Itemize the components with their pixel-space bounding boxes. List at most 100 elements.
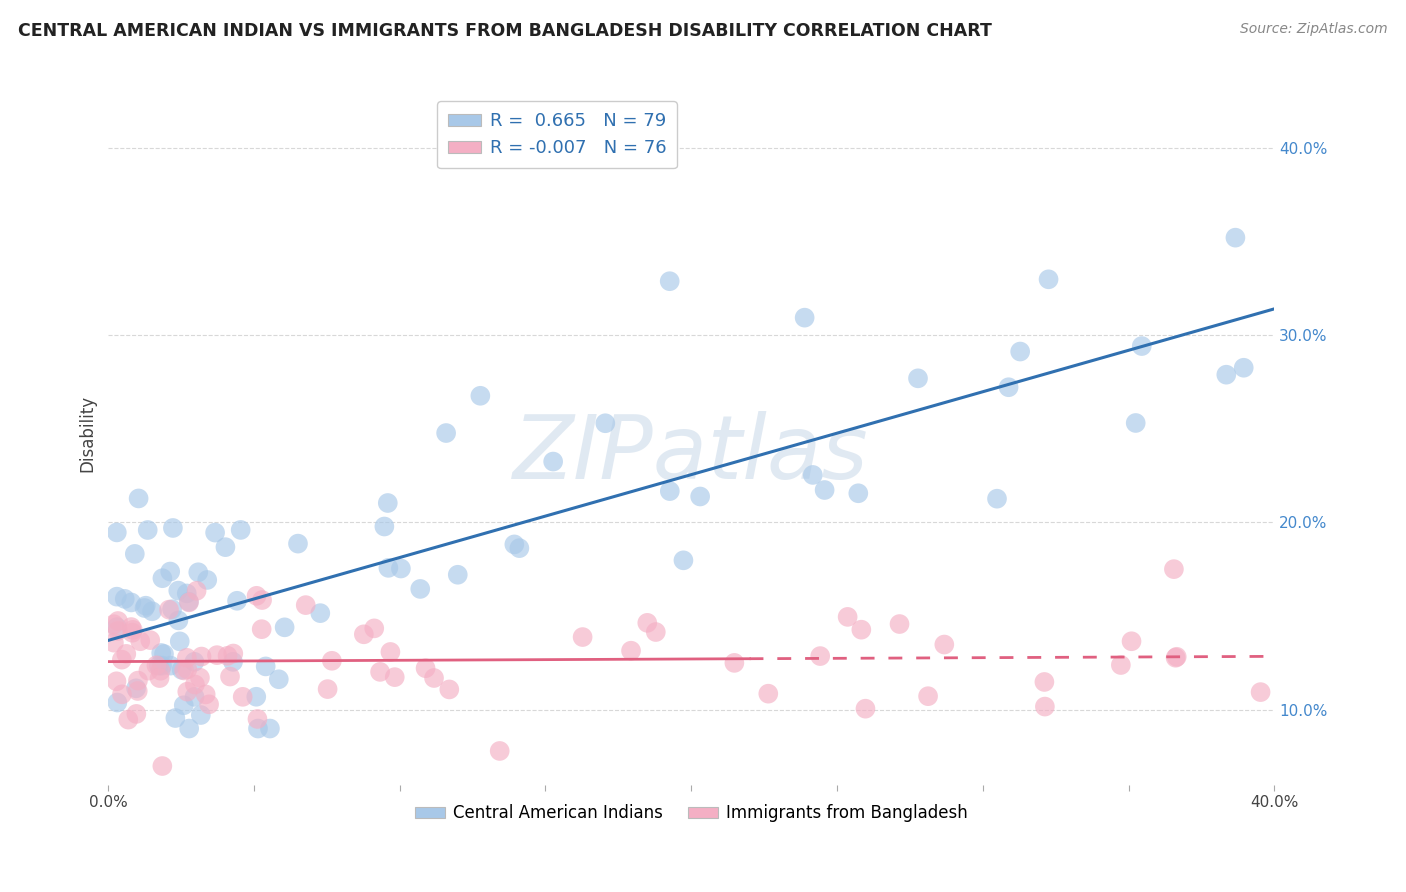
Point (107, 614, 129, 628)
Point (309, 606, 332, 620)
Point (167, 613, 190, 627)
Point (183, 690, 205, 704)
Point (246, 712, 269, 726)
Text: CENTRAL AMERICAN INDIAN VS IMMIGRANTS FROM BANGLADESH DISABILITY CORRELATION CHA: CENTRAL AMERICAN INDIAN VS IMMIGRANTS FR… (18, 22, 993, 40)
Point (159, 565, 181, 579)
Point (127, 684, 149, 698)
Point (377, 561, 399, 575)
Point (508, 541, 530, 556)
Point (1121, 634, 1143, 648)
Point (934, 638, 956, 652)
Point (246, 722, 269, 736)
Point (672, 553, 695, 567)
Point (846, 486, 869, 500)
Point (997, 380, 1019, 394)
Point (644, 625, 666, 640)
Point (105, 620, 128, 634)
Point (160, 602, 183, 616)
Point (135, 599, 157, 613)
Point (620, 643, 643, 657)
Point (571, 630, 593, 644)
Point (889, 617, 911, 632)
Point (439, 682, 461, 697)
Point (434, 425, 457, 440)
Point (1130, 339, 1153, 353)
Point (267, 673, 290, 687)
Point (813, 483, 835, 497)
Point (851, 623, 873, 637)
Point (117, 713, 139, 727)
Point (1033, 699, 1056, 714)
Point (125, 681, 148, 696)
Point (141, 604, 163, 618)
Point (1109, 658, 1132, 673)
Point (837, 610, 859, 624)
Point (148, 658, 170, 673)
Point (384, 670, 406, 684)
Point (226, 594, 249, 608)
Point (176, 684, 198, 698)
Point (380, 645, 402, 659)
Point (103, 635, 125, 649)
Point (188, 671, 211, 685)
Point (134, 601, 156, 615)
Point (173, 698, 195, 713)
Point (1038, 272, 1060, 286)
Point (115, 647, 138, 661)
Point (176, 662, 198, 676)
Point (363, 621, 385, 635)
Point (377, 496, 399, 510)
Point (124, 547, 146, 561)
Point (1163, 562, 1185, 576)
Point (190, 708, 212, 723)
Point (368, 665, 391, 679)
Point (176, 650, 198, 665)
Point (177, 595, 200, 609)
Point (205, 648, 228, 662)
Point (409, 582, 432, 596)
Point (139, 633, 162, 648)
Point (150, 646, 173, 660)
Point (658, 484, 681, 499)
Point (232, 690, 254, 704)
Point (170, 663, 193, 677)
Point (167, 583, 190, 598)
Point (907, 371, 929, 385)
Point (986, 491, 1008, 506)
Point (595, 416, 617, 430)
Point (111, 653, 134, 667)
Text: Source: ZipAtlas.com: Source: ZipAtlas.com (1240, 22, 1388, 37)
Point (105, 674, 128, 689)
Point (423, 671, 446, 685)
Point (222, 647, 245, 661)
Point (194, 687, 217, 701)
Point (488, 744, 510, 758)
Point (447, 567, 470, 582)
Point (254, 659, 277, 673)
Point (658, 274, 681, 288)
Point (179, 722, 201, 736)
Point (541, 454, 564, 468)
Point (165, 711, 187, 725)
Point (217, 648, 239, 663)
Point (105, 590, 128, 604)
Point (245, 589, 267, 603)
Point (120, 595, 142, 609)
Point (1125, 416, 1147, 430)
Point (198, 698, 221, 712)
Point (250, 593, 273, 607)
Point (190, 649, 212, 664)
Point (1010, 344, 1032, 359)
Point (129, 634, 152, 648)
Point (183, 655, 205, 669)
Point (222, 655, 245, 669)
Point (204, 525, 226, 540)
Point (801, 467, 824, 482)
Point (756, 687, 779, 701)
Point (1164, 650, 1187, 665)
Point (173, 664, 195, 678)
Point (1166, 649, 1188, 664)
Point (259, 722, 281, 736)
Point (121, 625, 143, 640)
Point (152, 571, 174, 585)
